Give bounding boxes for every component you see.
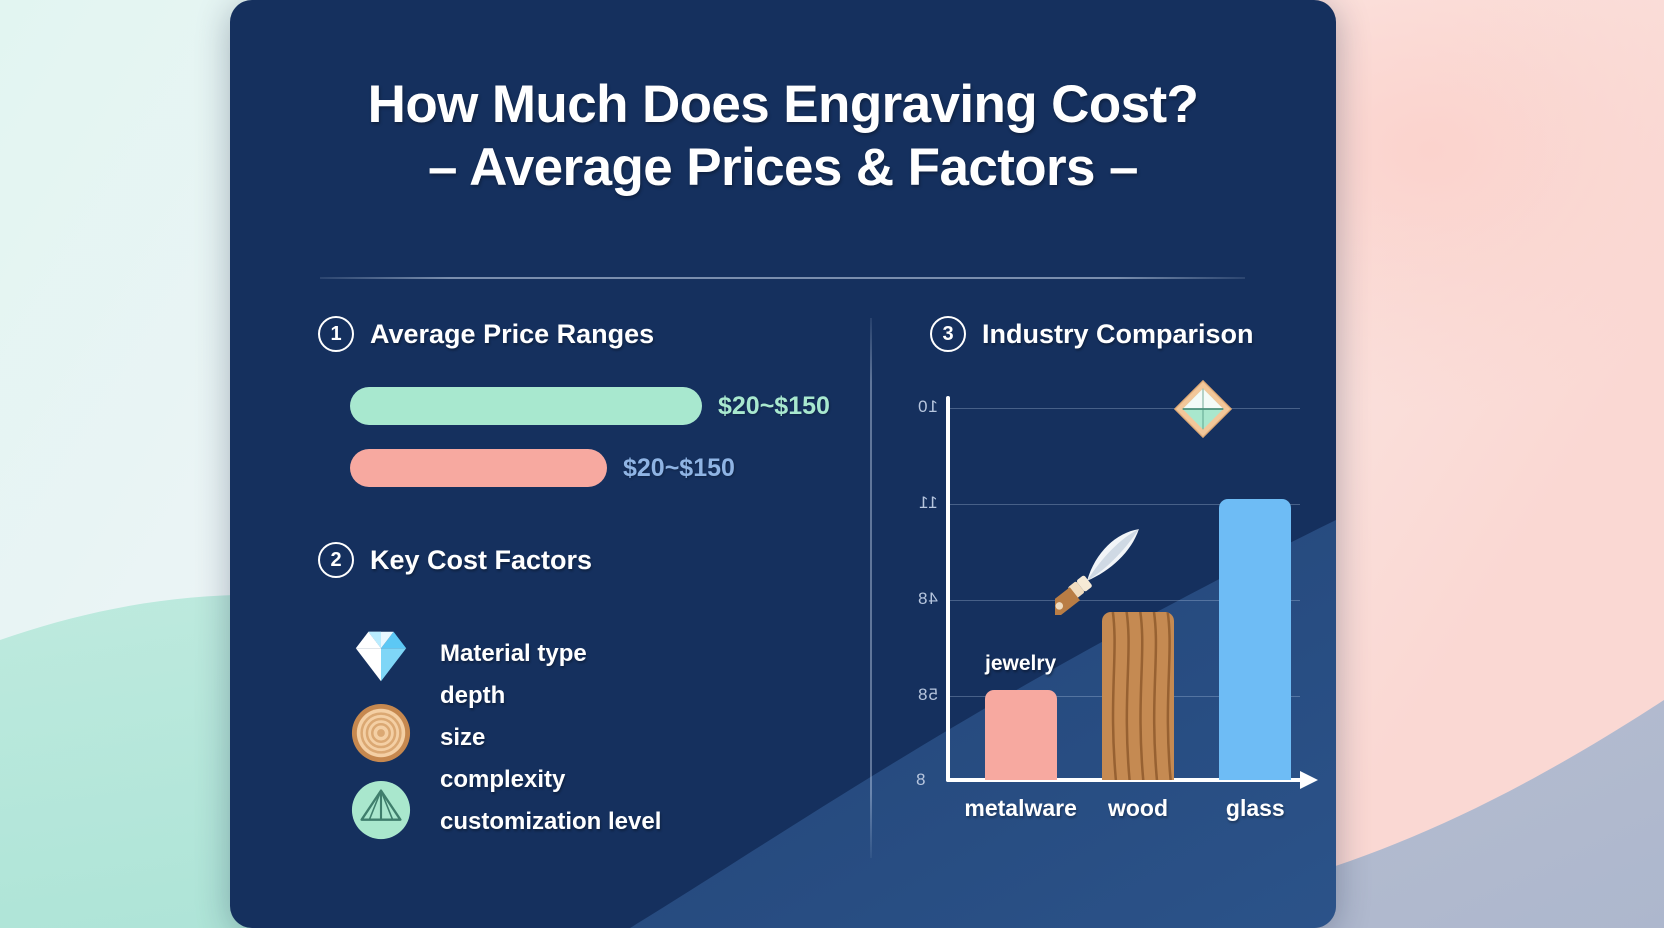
cost-factor-item: depth: [440, 682, 506, 709]
price-range-bar-mint: [350, 387, 702, 425]
section-title-cost-factors: Key Cost Factors: [370, 544, 593, 575]
price-range-label-salmon: $20~$150: [623, 453, 735, 482]
cost-factor-item: complexity: [440, 766, 566, 793]
section-heading-cost-factors: 2 Key Cost Factors: [318, 542, 592, 578]
price-range-bar-list: $20~$150 $20~$150: [350, 387, 910, 511]
chart-gridline: [948, 504, 1300, 505]
chart-x-label-metalware: metalware: [964, 795, 1077, 821]
price-range-label-mint: $20~$150: [718, 391, 830, 420]
cost-factor-label-list: Material type depth size complexity cust…: [440, 633, 661, 843]
cost-factor-item: size: [440, 724, 486, 751]
wood-grain-texture: [1111, 612, 1172, 780]
jewelry-annotation: jewelry: [985, 652, 1057, 675]
industry-comparison-chart: 10 11 48 58: [890, 379, 1320, 840]
diamond-gem-icon: [355, 631, 407, 682]
section-heading-industry-comparison: 3 Industry Comparison: [930, 316, 1254, 352]
gem-badge-icon: [351, 780, 411, 840]
cost-factor-item: customization level: [440, 808, 662, 835]
title-line-1: How Much Does Engraving Cost?: [367, 75, 1199, 134]
chart-bar-metalware: [985, 690, 1057, 780]
chart-origin-tick-label: 8: [916, 770, 926, 789]
chart-bar-wood: [1102, 612, 1174, 780]
cost-factor-item: Material type: [440, 640, 587, 667]
engraving-knife-icon: [1055, 529, 1139, 615]
chart-bar-glass: [1219, 499, 1291, 780]
chart-x-label-wood: wood: [1107, 795, 1169, 821]
wood-ring-icon: [351, 703, 411, 763]
section-number-badge-3: 3: [930, 316, 966, 352]
chart-gridline: [948, 600, 1300, 601]
section-title-price-ranges: Average Price Ranges: [370, 318, 655, 349]
chart-x-label-glass: glass: [1225, 795, 1285, 821]
infographic-card: How Much Does Engraving Cost? – Average …: [230, 0, 1336, 928]
price-range-bar-salmon: [350, 449, 607, 487]
section-number-badge-2: 2: [318, 542, 354, 578]
page-title: How Much Does Engraving Cost? – Average …: [230, 74, 1336, 199]
chart-gridline: [948, 408, 1300, 409]
gem-diamond-marker-icon: [1173, 379, 1233, 439]
chart-axes: [946, 396, 1318, 789]
chart-bar-layer: [948, 390, 1300, 780]
price-range-row: $20~$150: [350, 449, 910, 487]
price-range-row: $20~$150: [350, 387, 910, 425]
title-line-2: – Average Prices & Factors –: [428, 137, 1138, 197]
section-heading-price-ranges: 1 Average Price Ranges: [318, 316, 654, 352]
section-title-industry-comparison: Industry Comparison: [982, 318, 1254, 349]
title-divider: [320, 277, 1245, 279]
section-number-badge-1: 1: [318, 316, 354, 352]
column-divider: [870, 318, 872, 858]
